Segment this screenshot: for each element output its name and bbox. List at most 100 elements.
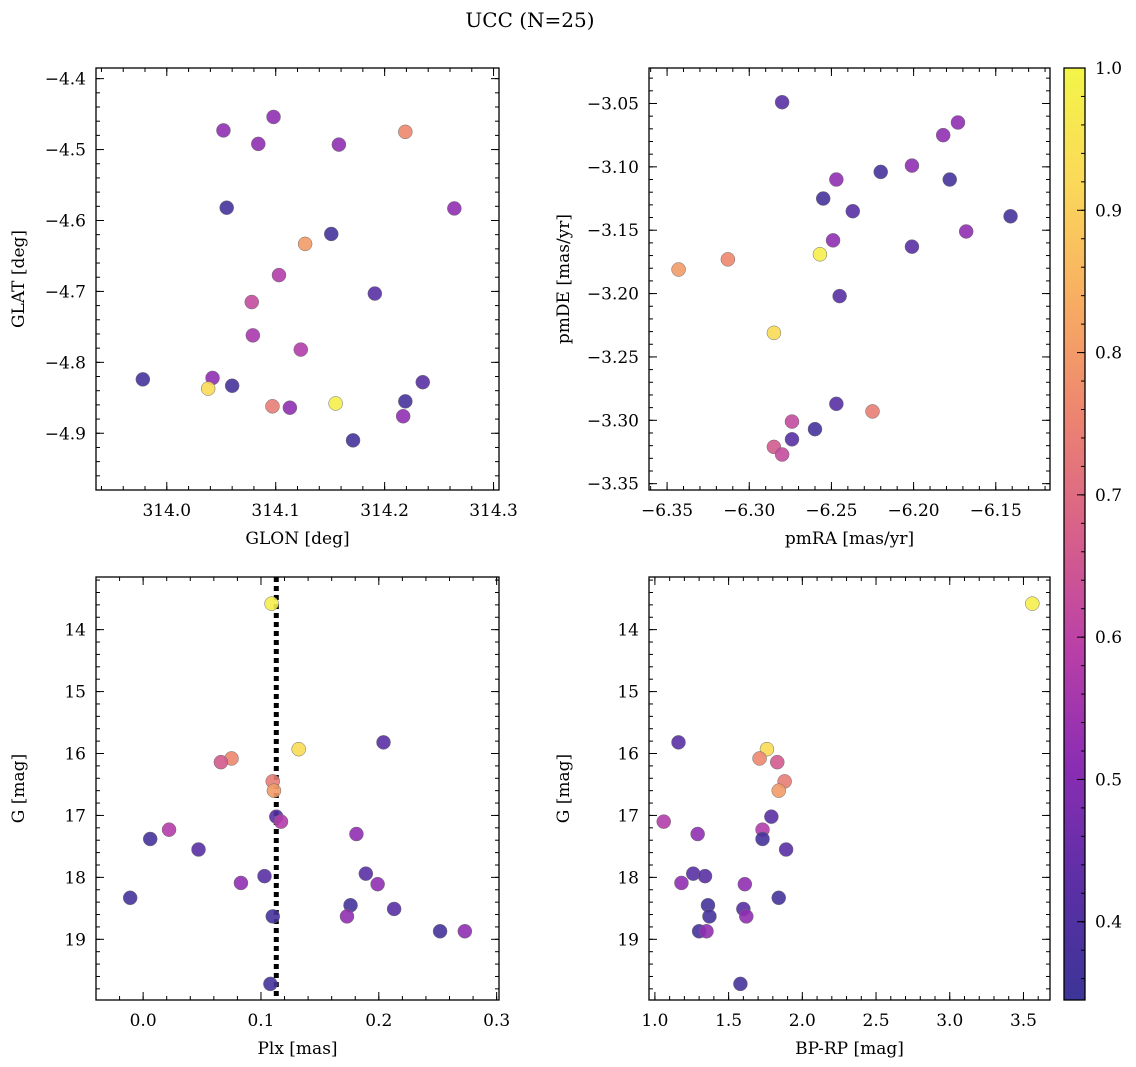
x-tick-label: −6.30: [723, 501, 775, 521]
scatter-point: [764, 809, 779, 824]
scatter-point: [685, 866, 701, 881]
scatter-point: [224, 378, 240, 393]
axis-ticks: [96, 68, 499, 491]
scatter-point: [733, 976, 748, 992]
x-tick-label: 1.5: [715, 1011, 742, 1031]
scatter-point: [251, 136, 266, 152]
plot-frame: [95, 67, 500, 491]
x-tick-label: 314.0: [142, 501, 191, 521]
x-tick-label: 0.0: [130, 1011, 157, 1031]
scatter-point: [264, 596, 279, 611]
colorbar: 0.4 0.5 0.6 0.7 0.8 0.9 1.0: [1063, 59, 1122, 1001]
scatter-points: [656, 596, 1040, 992]
y-tick-label: −3.05: [587, 94, 639, 114]
y-tick-label: −4.5: [45, 141, 86, 161]
x-tick-label: 3.0: [936, 1011, 963, 1031]
x-tick-label: −6.15: [970, 501, 1022, 521]
scatter-point: [273, 814, 289, 829]
scatter-point: [942, 172, 957, 187]
scatter-point: [266, 783, 282, 798]
x-tick-label: 314.2: [360, 501, 409, 521]
scatter-point: [1025, 596, 1040, 611]
x-tick-label: 1.0: [641, 1011, 668, 1031]
axis-ticks: [95, 577, 499, 1000]
scatter-point: [904, 239, 920, 254]
scatter-point: [656, 814, 671, 829]
scatter-point: [697, 868, 713, 884]
scatter-point: [766, 325, 782, 341]
scatter-point: [865, 404, 880, 419]
scatter-point: [376, 735, 391, 750]
y-tick-label: 16: [64, 745, 86, 765]
y-tick-label: −4.7: [45, 282, 86, 302]
scatter-point: [291, 741, 306, 757]
scatter-point: [829, 396, 844, 412]
x-axis-label: Plx [mas]: [257, 1039, 337, 1059]
plot-frame: [95, 576, 500, 1001]
x-tick-label: 314.3: [469, 501, 518, 521]
y-tick-label: 19: [617, 930, 639, 950]
colorbar-tick-label: 0.4: [1095, 913, 1122, 933]
y-axis-label: GLAT [deg]: [9, 230, 29, 328]
scatter-point: [331, 137, 347, 152]
scatter-point: [774, 94, 790, 110]
y-tick-label: −4.4: [45, 70, 86, 90]
colorbar-tick-label: 0.6: [1095, 628, 1122, 648]
scatter-point: [122, 890, 138, 906]
scatter-point: [807, 421, 823, 437]
scatter-point: [200, 381, 216, 396]
x-axis-label: GLON [deg]: [245, 529, 349, 549]
x-tick-label: 0.2: [365, 1011, 392, 1031]
colorbar-tick-label: 0.9: [1095, 201, 1122, 221]
y-tick-label: −3.25: [587, 348, 639, 368]
scatter-point: [829, 172, 844, 187]
y-tick-label: −4.9: [45, 424, 86, 444]
y-tick-label: 18: [64, 868, 86, 888]
scatter-point: [720, 252, 736, 267]
x-axis-label: BP-RP [mag]: [795, 1039, 904, 1059]
y-tick-label: 14: [617, 621, 639, 641]
scatter-point: [674, 875, 689, 891]
x-tick-label: 2.0: [789, 1011, 816, 1031]
panel-bottom-left: 0.0 0.1 0.2 0.3 14 15 16 17 18 19 Plx [mas] G [mag]: [9, 576, 510, 1059]
scatter-point: [395, 408, 411, 424]
scatter-point: [935, 127, 951, 143]
scatter-point: [873, 164, 888, 180]
scatter-point: [812, 247, 828, 262]
y-tick-label: 17: [617, 806, 639, 826]
scatter-point: [770, 754, 785, 770]
x-tick-label: −6.25: [805, 501, 857, 521]
scatter-point: [263, 976, 278, 992]
y-tick-label: −3.15: [587, 221, 639, 241]
y-tick-label: −4.6: [45, 211, 86, 231]
scatter-point: [398, 124, 413, 140]
scatter-point: [191, 842, 206, 857]
x-tick-label: −6.35: [641, 501, 693, 521]
scatter-points: [135, 109, 462, 448]
scatter-point: [690, 826, 705, 842]
scatter-point: [784, 414, 800, 429]
panel-top-right: −6.35 −6.30 −6.25 −6.20 −6.15 −3.35 −3.30 −3.25…: [554, 67, 1051, 549]
y-axis-label: pmDE [mas/yr]: [554, 214, 574, 344]
panels: 314.0 314.1 314.2 314.3 −4.9 −4.8 −4.7 −4.6 −4.5…: [9, 67, 1051, 1059]
scatter-point: [671, 262, 686, 277]
panel-bottom-right: 1.0 1.5 2.0 2.5 3.0 3.5 14 15 16 17 18 19 BP-RP [mag…: [554, 576, 1051, 1059]
colorbar-gradient: [1064, 68, 1085, 1000]
x-axis-label: pmRA [mas/yr]: [785, 529, 914, 549]
y-tick-label: 15: [64, 683, 86, 703]
x-tick-label: 314.1: [251, 501, 300, 521]
figure-title: UCC (N=25): [465, 8, 594, 32]
scatter-point: [245, 328, 261, 343]
scatter-point: [265, 399, 280, 414]
colorbar-tick-label: 1.0: [1095, 59, 1122, 79]
scatter-point: [447, 201, 462, 216]
scatter-point: [161, 822, 177, 837]
scatter-point: [815, 191, 831, 206]
y-tick-label: −3.35: [587, 475, 639, 495]
scatter-point: [142, 831, 158, 847]
y-axis-label: G [mag]: [9, 754, 29, 823]
scatter-point: [737, 876, 753, 892]
scatter-point: [297, 236, 313, 252]
scatter-point: [699, 924, 714, 939]
scatter-point: [845, 203, 861, 219]
